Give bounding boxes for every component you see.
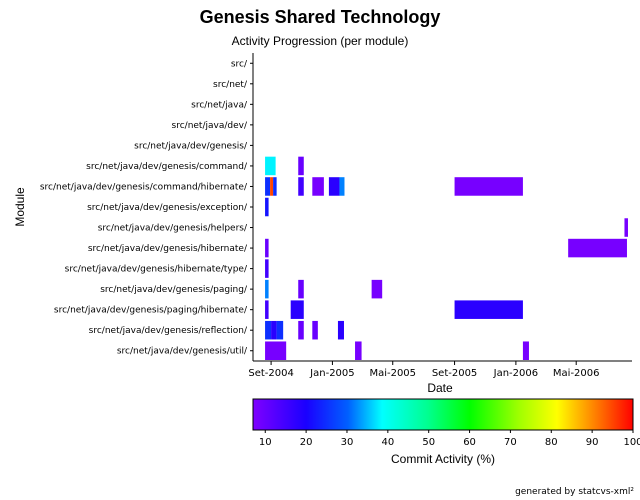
y-tick-label: src/net/java/dev/genesis/paging/: [100, 285, 248, 295]
activity-cell: [265, 341, 287, 360]
y-tick-label: src/net/java/dev/genesis/command/hiberna…: [40, 182, 248, 192]
activity-cell: [271, 320, 277, 340]
activity-cell: [298, 177, 304, 196]
y-tick-label: src/net/java/dev/genesis/helpers/: [98, 224, 248, 234]
activity-cell: [328, 177, 340, 196]
color-scale-tick-label: 10: [259, 437, 272, 448]
activity-cell: [312, 177, 324, 196]
color-scale-tick-label: 70: [504, 437, 517, 448]
activity-cell: [337, 320, 344, 340]
color-scale-tick-label: 50: [422, 437, 435, 448]
y-tick-label: src/net/java/dev/genesis/exception/: [87, 203, 248, 213]
x-tick-label: Set-2004: [248, 368, 293, 379]
activity-cell: [371, 279, 383, 299]
x-tick-label: Jan-2006: [493, 368, 538, 379]
activity-cell: [265, 300, 269, 319]
chart-title: Genesis Shared Technology: [200, 7, 441, 27]
x-tick-label: Mai-2005: [369, 368, 416, 379]
heatmap-cells: [265, 156, 628, 360]
y-tick-label: src/net/java/dev/genesis/paging/hibernat…: [54, 306, 248, 316]
activity-cell: [568, 238, 627, 258]
y-tick-label: src/net/java/dev/: [172, 121, 248, 131]
y-axis-title: Module: [13, 187, 27, 227]
footer-credit: generated by statcvs-xml²: [515, 487, 634, 497]
color-scale-ticks: 10 20 30 40 50 60 70 80 90 100: [259, 430, 640, 448]
activity-cell: [265, 279, 269, 299]
y-tick-label: src/net/java/dev/genesis/hibernate/type/: [65, 265, 248, 275]
color-scale-bar: [252, 398, 634, 431]
activity-cell: [355, 341, 362, 360]
activity-cell: [265, 259, 269, 278]
activity-cell: [265, 156, 276, 176]
activity-cell: [522, 341, 529, 360]
activity-cell: [290, 300, 304, 319]
y-tick-label: src/: [231, 59, 248, 69]
y-tick-label: src/net/java/: [191, 100, 248, 110]
color-scale-tick-label: 30: [341, 437, 354, 448]
activity-cell: [298, 279, 304, 299]
y-tick-label: src/net/java/dev/genesis/: [134, 141, 248, 151]
y-tick-label: src/net/java/dev/genesis/reflection/: [89, 326, 248, 336]
activity-cell: [265, 197, 269, 217]
x-tick-label: Jan-2005: [309, 368, 354, 379]
color-scale-legend: 10 20 30 40 50 60 70 80 90 100 Commit Activity (%…: [252, 398, 640, 466]
y-axis-ticks: src/src/net/src/net/java/src/net/java/de…: [40, 59, 253, 357]
y-tick-label: src/net/: [213, 80, 248, 90]
color-scale-tick-label: 100: [623, 437, 640, 448]
plot-area: [252, 53, 632, 362]
color-scale-label: Commit Activity (%): [391, 452, 495, 466]
activity-cell: [339, 177, 345, 196]
x-tick-label: Mai-2006: [553, 368, 600, 379]
activity-cell: [273, 177, 277, 196]
chart-subtitle: Activity Progression (per module): [232, 34, 409, 48]
x-axis-title: Date: [427, 381, 453, 395]
activity-cell: [270, 177, 274, 196]
activity-cell: [265, 320, 272, 340]
activity-cell: [265, 238, 269, 258]
activity-cell: [454, 300, 523, 319]
activity-cell: [265, 177, 271, 196]
x-tick-label: Set-2005: [432, 368, 477, 379]
y-tick-label: src/net/java/dev/genesis/hibernate/: [88, 244, 248, 254]
y-tick-label: src/net/java/dev/genesis/util/: [117, 347, 248, 357]
y-tick-label: src/net/java/dev/genesis/command/: [86, 162, 248, 172]
activity-cell: [624, 218, 628, 237]
color-scale-tick-label: 40: [381, 437, 394, 448]
activity-cell: [312, 320, 318, 340]
activity-cell: [298, 320, 304, 340]
color-scale-tick-label: 80: [545, 437, 558, 448]
color-scale-tick-label: 90: [586, 437, 599, 448]
x-axis-ticks: Set-2004 Jan-2005 Mai-2005 Set-2005 Jan-2006…: [248, 361, 600, 379]
color-scale-tick-label: 60: [463, 437, 476, 448]
activity-cell: [298, 156, 304, 176]
activity-cell: [454, 177, 523, 196]
activity-cell: [276, 320, 284, 340]
color-scale-tick-label: 20: [300, 437, 313, 448]
